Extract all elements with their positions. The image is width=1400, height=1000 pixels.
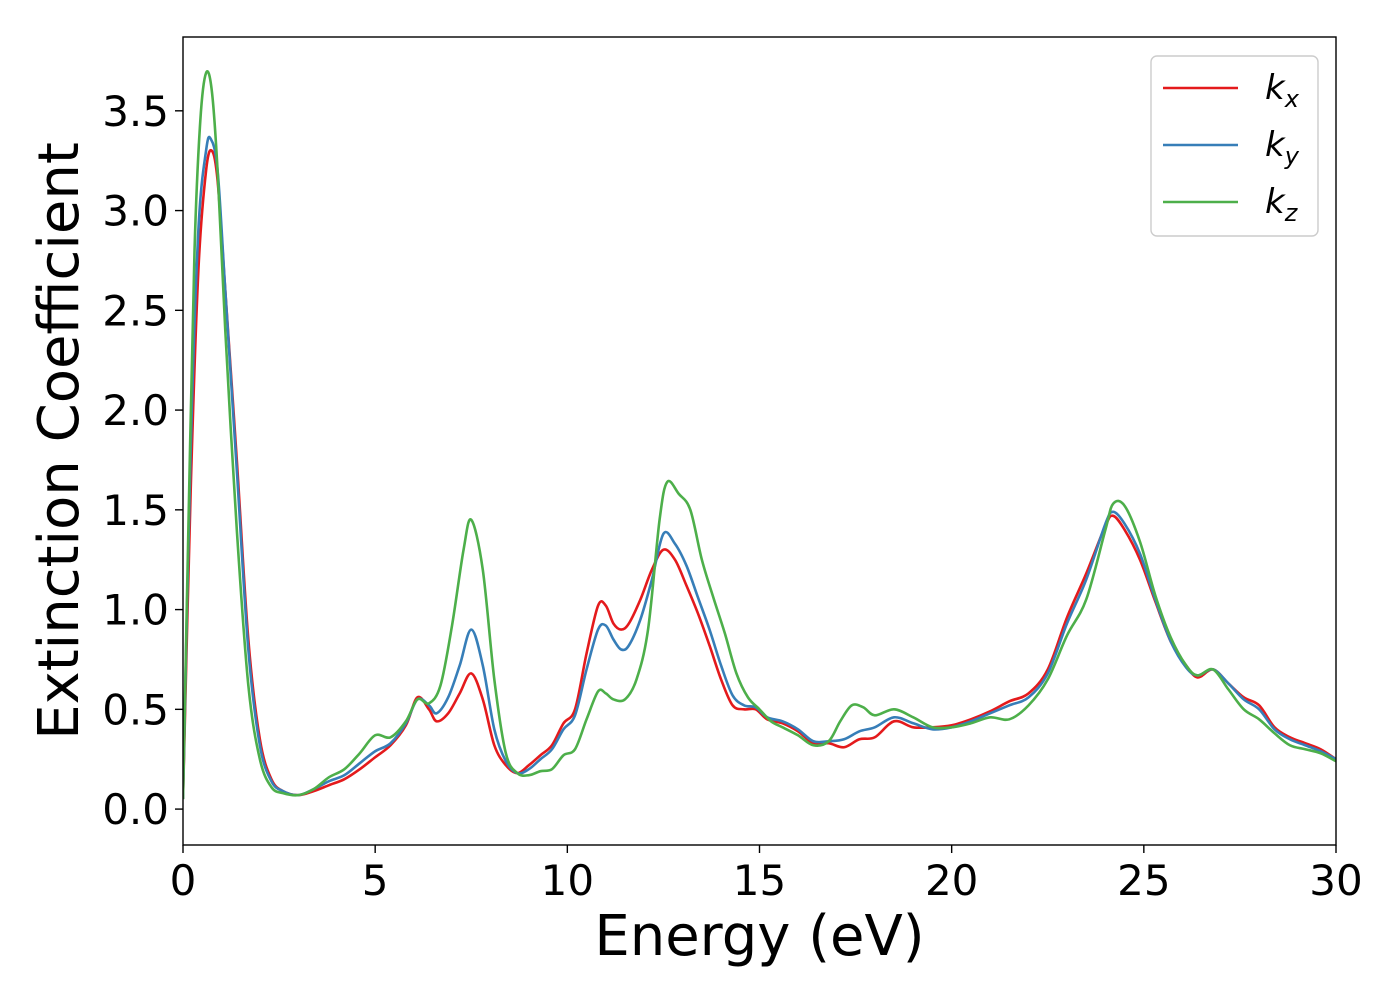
legend-label-y: ky [1265, 125, 1300, 170]
series-line-x [183, 148, 1336, 800]
legend-label-z: kz [1265, 182, 1299, 227]
x-axis: 0 5 10 15 20 25 30 [170, 845, 1363, 905]
x-tick-label: 20 [925, 856, 978, 905]
x-axis-title: Energy (eV) [594, 904, 924, 969]
x-tick-label: 30 [1309, 856, 1362, 905]
y-tick-label: 3.5 [102, 87, 169, 136]
x-tick-label: 0 [170, 856, 197, 905]
x-tick-label: 25 [1117, 856, 1170, 905]
y-tick-label: 2.5 [102, 286, 169, 335]
y-tick-label: 3.0 [102, 187, 169, 236]
x-tick-label: 5 [362, 856, 389, 905]
x-tick-label: 10 [541, 856, 594, 905]
y-tick-label: 0.0 [102, 785, 169, 834]
y-axis-title: Extinction Coefficient [27, 142, 92, 740]
y-tick-label: 2.0 [102, 386, 169, 435]
y-tick-label: 1.0 [102, 586, 169, 635]
series-layer [183, 70, 1336, 800]
y-axis: 0.0 0.5 1.0 1.5 2.0 2.5 3.0 3.5 [102, 87, 183, 834]
x-tick-label: 15 [733, 856, 786, 905]
series-line-z [183, 70, 1336, 800]
legend-label-x: kx [1265, 68, 1300, 113]
y-tick-label: 0.5 [102, 685, 169, 734]
legend: kx ky kz [1150, 55, 1319, 237]
y-tick-label: 1.5 [102, 486, 169, 535]
